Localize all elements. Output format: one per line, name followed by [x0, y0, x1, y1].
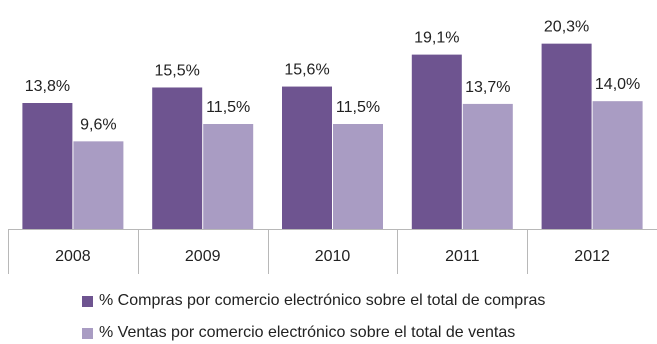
bar-ventas-2009: [203, 124, 254, 229]
value-label-ventas-2009: 11,5%: [206, 99, 250, 116]
x-tick-label-2009: 2009: [185, 248, 221, 265]
value-label-compras-2011: 19,1%: [414, 30, 459, 47]
bar-ventas-2008: [73, 141, 124, 229]
x-tick-label-2012: 2012: [574, 248, 610, 265]
bar-compras-2011: [411, 54, 462, 229]
legend-swatch-ventas: [82, 327, 93, 339]
value-label-ventas-2010: 11,5%: [336, 99, 380, 116]
legend-item-compras: % Compras por comercio electrónico sobre…: [82, 290, 642, 312]
bar-compras-2010: [282, 86, 332, 229]
bar-chart: 13,8% 9,6% 15,5% 11,5% 15,6% 11,5% 19,1% 13,7% 2…: [8, 19, 657, 274]
bar-compras-2008: [22, 103, 73, 229]
value-label-ventas-2008: 9,6%: [80, 116, 116, 133]
value-labels-group: 13,8% 9,6% 15,5% 11,5% 15,6% 11,5% 19,1% 13,7% 2…: [25, 19, 641, 134]
bar-ventas-2011: [462, 103, 513, 229]
value-label-compras-2008: 13,8%: [25, 78, 70, 95]
x-tick-label-2008: 2008: [55, 248, 91, 265]
legend-swatch-compras: [82, 295, 93, 307]
x-tick-label-2011: 2011: [445, 248, 480, 265]
legend-label-ventas: % Ventas por comercio electrónico sobre …: [99, 324, 516, 341]
value-label-compras-2009: 15,5%: [155, 62, 200, 79]
legend-item-ventas: % Ventas por comercio electrónico sobre …: [82, 322, 642, 344]
legend-label-compras: % Compras por comercio electrónico sobre…: [99, 292, 546, 309]
value-label-ventas-2012: 14,0%: [595, 76, 640, 93]
x-tick-labels-group: 2008 2009 2010 2011 2012: [55, 248, 610, 265]
bar-compras-2012: [541, 43, 592, 229]
value-label-ventas-2011: 13,7%: [465, 79, 510, 96]
x-tick-label-2010: 2010: [315, 248, 351, 265]
value-label-compras-2012: 20,3%: [544, 19, 589, 36]
bars-group: [22, 43, 643, 229]
value-label-compras-2010: 15,6%: [284, 62, 329, 79]
bar-ventas-2010: [333, 124, 383, 229]
bar-ventas-2012: [592, 101, 643, 229]
bar-compras-2009: [152, 87, 203, 229]
x-axis: [8, 229, 657, 274]
